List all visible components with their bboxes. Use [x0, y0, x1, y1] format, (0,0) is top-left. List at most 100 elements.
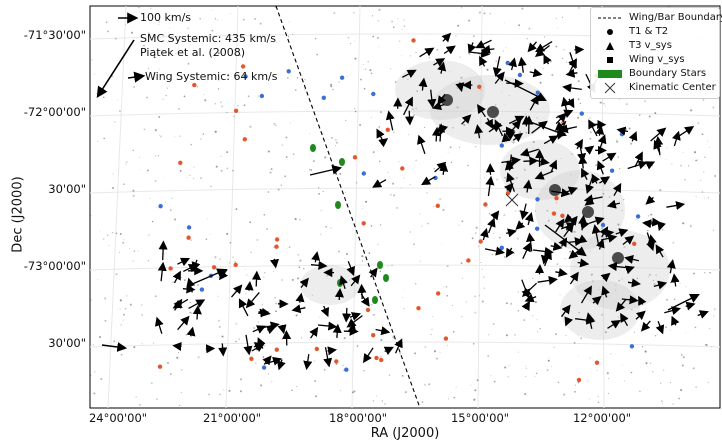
background-star	[639, 390, 641, 393]
motion-vector	[347, 323, 357, 334]
background-star	[239, 390, 242, 393]
background-star	[297, 253, 300, 256]
background-star	[504, 366, 507, 369]
motion-vector	[624, 254, 640, 264]
background-star	[647, 229, 649, 232]
motion-vector	[653, 280, 668, 290]
background-star	[503, 256, 506, 258]
background-star	[577, 334, 579, 336]
background-star	[474, 311, 477, 314]
motion-vector	[591, 224, 601, 245]
background-star	[243, 72, 245, 74]
background-star	[440, 244, 442, 246]
background-star	[125, 308, 127, 310]
star-marker	[371, 91, 376, 97]
background-star	[701, 133, 704, 136]
background-star	[437, 130, 439, 132]
background-star	[329, 83, 333, 86]
background-star	[648, 276, 650, 278]
background-star	[300, 337, 303, 339]
background-star	[659, 189, 662, 192]
background-star	[338, 81, 340, 83]
background-star	[591, 273, 594, 276]
motion-vector	[574, 138, 584, 150]
background-star	[649, 362, 652, 364]
background-star	[209, 234, 211, 236]
motion-vector	[535, 41, 553, 53]
background-star	[90, 299, 92, 301]
background-star	[206, 218, 208, 220]
background-star	[137, 250, 139, 252]
background-star	[137, 6, 140, 9]
background-star	[296, 385, 298, 388]
background-star	[349, 279, 351, 281]
background-star	[232, 169, 234, 172]
background-star	[693, 272, 695, 275]
background-star	[713, 315, 715, 317]
background-star	[180, 392, 182, 394]
background-star	[372, 35, 375, 38]
star-marker	[579, 111, 584, 116]
motion-vector	[606, 199, 621, 209]
x-axis-label: RA (J2000)	[370, 426, 440, 441]
motion-vector	[323, 347, 333, 368]
star-marker	[157, 364, 163, 369]
motion-vector	[521, 279, 530, 299]
star-marker	[600, 222, 606, 228]
motion-vector	[258, 307, 271, 317]
motion-vector	[479, 227, 489, 241]
background-star	[295, 314, 298, 317]
motion-vector	[523, 179, 533, 193]
background-star	[539, 328, 541, 330]
background-star	[651, 164, 653, 167]
motion-vector	[479, 55, 488, 67]
background-star	[502, 50, 504, 52]
background-star	[589, 250, 592, 252]
background-star	[431, 328, 433, 331]
star-marker	[352, 155, 358, 160]
background-star	[480, 88, 482, 91]
background-star	[217, 88, 220, 90]
background-star	[446, 265, 449, 268]
background-star	[353, 390, 356, 393]
background-star	[218, 325, 221, 328]
background-star	[90, 374, 92, 376]
background-star	[692, 367, 695, 370]
background-star	[563, 393, 566, 396]
background-star	[607, 295, 609, 298]
motion-vector	[431, 126, 442, 142]
motion-vector	[394, 338, 403, 354]
background-star	[287, 77, 289, 79]
star-marker	[186, 225, 192, 230]
background-star	[132, 194, 135, 197]
background-star	[451, 304, 453, 307]
background-star	[318, 316, 320, 318]
background-star	[564, 258, 566, 260]
motion-vector	[368, 267, 378, 278]
background-star	[146, 171, 148, 173]
motion-vector	[311, 251, 321, 263]
background-star	[111, 231, 114, 234]
motion-vector	[177, 257, 191, 267]
background-star	[266, 228, 268, 231]
background-star	[262, 356, 264, 358]
background-star	[682, 356, 685, 359]
background-star	[156, 207, 158, 209]
motion-vector	[521, 300, 530, 311]
background-star	[277, 188, 280, 191]
background-star	[180, 276, 182, 279]
star-marker	[233, 262, 238, 267]
motion-vector	[244, 281, 254, 291]
background-star	[380, 224, 382, 226]
background-star	[154, 180, 157, 182]
background-star	[641, 346, 644, 348]
dashed-line-icon	[598, 17, 622, 19]
background-star	[169, 19, 171, 21]
motion-vector	[334, 288, 344, 301]
background-star	[149, 197, 151, 199]
background-star	[525, 367, 528, 369]
background-star	[508, 365, 510, 367]
background-star	[534, 375, 536, 377]
background-star	[129, 303, 132, 306]
background-star	[457, 24, 460, 27]
